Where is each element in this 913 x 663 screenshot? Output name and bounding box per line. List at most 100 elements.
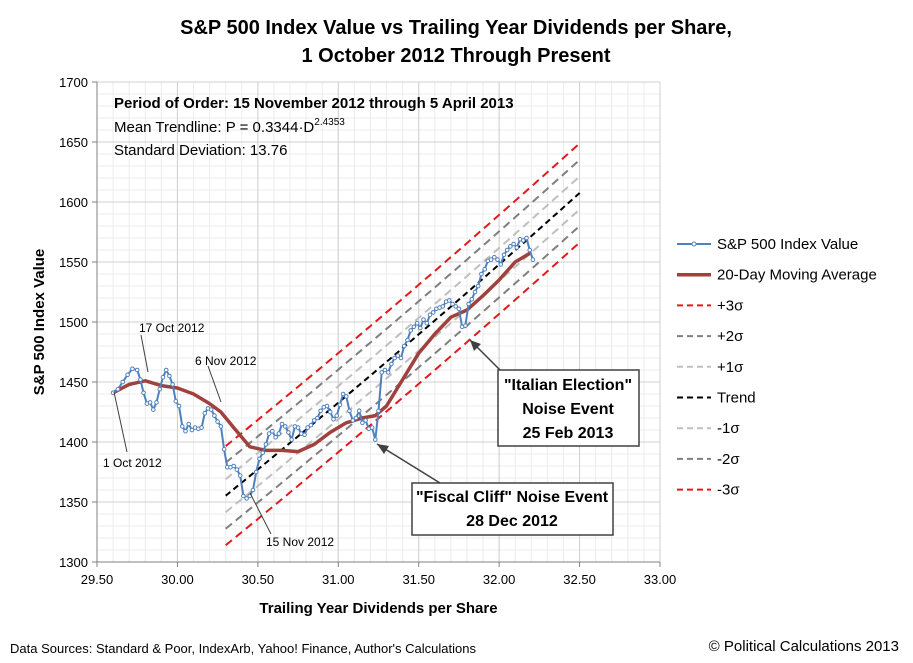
sp500-point (447, 298, 452, 303)
sp500-point (344, 394, 349, 399)
legend-label: Trend (717, 390, 756, 407)
sp500-point (411, 324, 417, 330)
sp500-point (530, 257, 536, 262)
sp500-point (315, 415, 320, 421)
sp500-point (382, 367, 388, 373)
sp500-point (463, 323, 468, 328)
x-tick-label: 29.50 (81, 572, 114, 587)
sp500-point (202, 410, 208, 416)
sp500-point (456, 306, 462, 312)
sp500-point (466, 301, 471, 307)
sp500-point (453, 304, 459, 309)
sp500-point (511, 241, 516, 247)
sp500-point (405, 337, 410, 343)
y-tick-label: 1400 (59, 435, 88, 450)
sp500-point (424, 320, 430, 326)
sp500-point (115, 386, 121, 392)
annotation-17-oct: 17 Oct 2012 (139, 321, 205, 335)
sp500-point (418, 325, 423, 331)
sp500-point (430, 310, 436, 315)
callout-fiscal-cliff: "Fiscal Cliff" Noise Event 28 Dec 2012 (376, 443, 614, 536)
y-tick-label: 1300 (59, 555, 88, 570)
sp500-point (130, 366, 135, 372)
sp500-point (170, 382, 175, 387)
sp500-point (189, 427, 195, 433)
footer-copyright: © Political Calculations 2013 (708, 638, 899, 655)
callout-fiscal-box (411, 482, 614, 536)
leader-6nov (207, 365, 222, 403)
x-tick-label: 32.50 (563, 572, 596, 587)
info-trendline-exponent: 2.4353 (314, 117, 345, 128)
sp500-point (353, 415, 359, 421)
callout-italian-line1: "Italian Election" (504, 377, 632, 394)
legend-label: +1σ (717, 359, 744, 376)
x-axis-title: Trailing Year Dividends per Share (259, 600, 497, 617)
sp500-point (376, 408, 381, 414)
sp500-point (305, 425, 311, 430)
sp500-point (295, 425, 301, 430)
chart-title-line2: 1 October 2012 Through Present (302, 45, 611, 67)
sp500-point (186, 421, 191, 427)
info-trendline-text: Mean Trendline: P = 0.3344·D (114, 119, 314, 136)
callout-fiscal-line2: 28 Dec 2012 (466, 513, 558, 530)
x-tick-label: 30.00 (161, 572, 194, 587)
callout-fiscal-line1: "Fiscal Cliff" Noise Event (416, 489, 609, 506)
sp500-point (208, 407, 214, 412)
legend-label: 20-Day Moving Average (717, 267, 877, 284)
sp500-point (180, 424, 185, 429)
sp500-point (270, 428, 275, 434)
sp500-point (450, 301, 455, 307)
legend-item: +1σ (677, 359, 744, 376)
sp500-point (385, 370, 391, 375)
sp500-point (147, 400, 153, 405)
callout-italian-election: "Italian Election" Noise Event 25 Feb 20… (469, 339, 640, 447)
sp500-point (260, 450, 266, 456)
sp500-point (524, 235, 529, 241)
y-axis-title: S&P 500 Index Value (31, 249, 48, 395)
sp500-point (266, 431, 272, 436)
sp500-point (215, 419, 220, 424)
sp500-point (257, 456, 262, 462)
sp500-point (218, 424, 224, 429)
sp500-point (318, 408, 323, 414)
legend-label: +2σ (717, 328, 744, 345)
sp500-point (373, 437, 378, 442)
y-tick-label: 1600 (59, 195, 88, 210)
legend-label: S&P 500 Index Value (717, 236, 858, 253)
x-tick-label: 31.50 (402, 572, 435, 587)
sp500-point (401, 343, 407, 349)
sp500-point (504, 247, 510, 253)
x-tick-label: 31.00 (322, 572, 355, 587)
annotation-6-nov: 6 Nov 2012 (195, 354, 257, 368)
leader-17oct (140, 334, 149, 373)
sp500-point (154, 400, 159, 405)
sp500-point (356, 408, 362, 414)
sp500-point (398, 355, 404, 361)
sp500-point (167, 373, 172, 379)
sp500-point (244, 496, 249, 501)
sp500-point (286, 430, 291, 435)
sp500-point (212, 413, 217, 418)
sp500-point (472, 289, 478, 295)
sp500-point (327, 409, 333, 415)
trend-line (225, 192, 581, 497)
sp500-point (311, 418, 317, 423)
sp500-point (379, 370, 385, 375)
sp500-point (414, 320, 420, 326)
sp500-point (141, 390, 146, 396)
sp500-point (475, 283, 481, 289)
plot-area: 29.50 30.00 30.50 31.00 31.50 32.00 32.50 33.00… (31, 75, 676, 617)
x-tick-label: 33.00 (644, 572, 677, 587)
sp500-point (488, 257, 494, 262)
sp500-point (421, 317, 426, 322)
sp500-point (125, 372, 130, 378)
info-stddev: Standard Deviation: 13.76 (114, 142, 287, 159)
sp500-point (279, 421, 285, 427)
legend-item: -3σ (677, 482, 740, 499)
chart-title-line1: S&P 500 Index Value vs Trailing Year Div… (180, 17, 732, 39)
legend-marker-sp500 (691, 241, 697, 247)
sp500-point (263, 442, 269, 447)
sp500-point (408, 328, 414, 333)
sp500-point (389, 361, 394, 367)
